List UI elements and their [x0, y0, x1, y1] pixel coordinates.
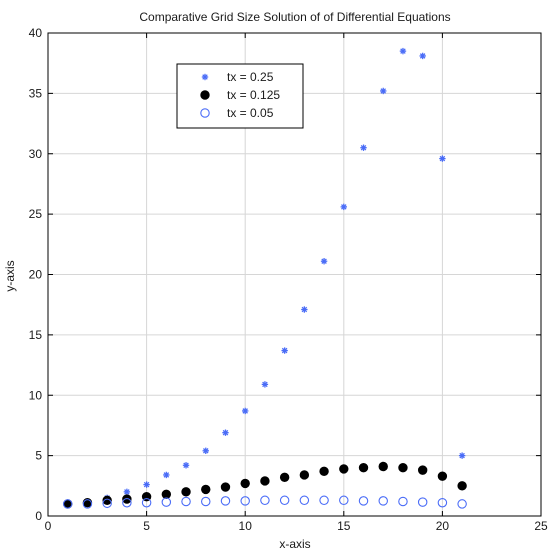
legend-label: tx = 0.125	[227, 88, 280, 102]
data-point	[161, 489, 172, 499]
legend-label: tx = 0.05	[227, 106, 274, 120]
data-point	[141, 497, 152, 508]
y-tick-label: 15	[29, 328, 43, 342]
x-tick-label: 10	[239, 519, 253, 533]
data-point	[123, 488, 131, 496]
data-point	[260, 495, 270, 506]
data-point	[457, 481, 467, 491]
legend: tx = 0.25 tx = 0.125 tx = 0.05	[176, 63, 304, 129]
data-point	[320, 258, 328, 265]
legend-box	[176, 63, 304, 129]
data-point	[143, 481, 150, 488]
data-point	[62, 499, 73, 509]
data-point	[439, 155, 446, 162]
data-point	[398, 463, 408, 473]
y-tick-label: 25	[29, 207, 43, 221]
x-tick-label: 5	[143, 519, 150, 533]
data-point	[220, 482, 231, 492]
data-point	[242, 407, 249, 415]
data-point	[339, 495, 349, 506]
y-tick-label: 0	[35, 509, 42, 523]
data-point	[457, 499, 467, 509]
y-tick-label: 5	[35, 449, 42, 463]
x-axis-label: x-axis	[279, 537, 310, 551]
series-3	[62, 495, 467, 509]
data-point	[181, 496, 191, 507]
data-point	[299, 495, 310, 506]
data-point	[319, 495, 329, 506]
data-point	[398, 496, 408, 507]
data-point	[378, 496, 388, 506]
data-point	[458, 452, 466, 459]
y-tick-label: 35	[29, 86, 43, 100]
data-point	[161, 497, 172, 507]
data-point	[358, 463, 369, 473]
data-point	[220, 496, 231, 506]
x-tick-label: 0	[45, 519, 52, 533]
data-point	[201, 484, 211, 495]
data-point	[358, 496, 369, 506]
data-point	[102, 498, 112, 509]
data-point	[240, 496, 250, 506]
data-point	[417, 465, 428, 475]
data-point	[380, 87, 387, 95]
x-tick-label: 15	[337, 519, 351, 533]
y-tick-label: 20	[29, 268, 43, 282]
data-point	[279, 495, 290, 506]
axis-ticks: 0 5 10 15 20 25 0 5 10 15 20 25 30 35 40	[29, 26, 548, 533]
data-point	[240, 478, 250, 489]
data-point	[182, 462, 190, 469]
data-point	[102, 495, 112, 506]
data-point	[419, 52, 426, 60]
data-point	[417, 497, 428, 507]
data-point	[181, 487, 191, 497]
legend-marker	[200, 108, 210, 118]
data-point	[261, 381, 269, 388]
data-point	[122, 497, 132, 508]
legend-label: tx = 0.25	[227, 70, 274, 84]
data-point	[378, 461, 388, 472]
data-point	[360, 144, 367, 151]
data-point	[299, 470, 310, 480]
data-point	[319, 466, 329, 477]
y-tick-label: 10	[29, 388, 43, 402]
data-point	[279, 472, 290, 483]
y-axis-label: y-axis	[3, 260, 17, 291]
y-tick-label: 40	[29, 26, 43, 40]
x-tick-label: 25	[534, 519, 548, 533]
data-point	[437, 497, 448, 508]
chart-title: Comparative Grid Size Solution of of Dif…	[139, 10, 450, 24]
data-point	[301, 306, 308, 313]
y-tick-label: 30	[29, 147, 43, 161]
data-point	[437, 471, 448, 481]
series-2	[63, 461, 467, 509]
data-point	[399, 47, 407, 55]
data-point	[339, 464, 349, 474]
data-point	[202, 447, 209, 454]
data-point	[201, 496, 211, 507]
data-point	[163, 471, 170, 479]
data-point	[122, 494, 132, 504]
data-point	[340, 203, 347, 211]
legend-marker	[201, 73, 209, 81]
data-point	[222, 429, 229, 436]
data-point	[82, 499, 93, 509]
data-point	[260, 476, 270, 486]
legend-marker	[200, 90, 210, 100]
data-points	[62, 47, 467, 509]
data-point	[281, 347, 288, 354]
series-1	[64, 47, 466, 508]
x-tick-label: 20	[436, 519, 450, 533]
